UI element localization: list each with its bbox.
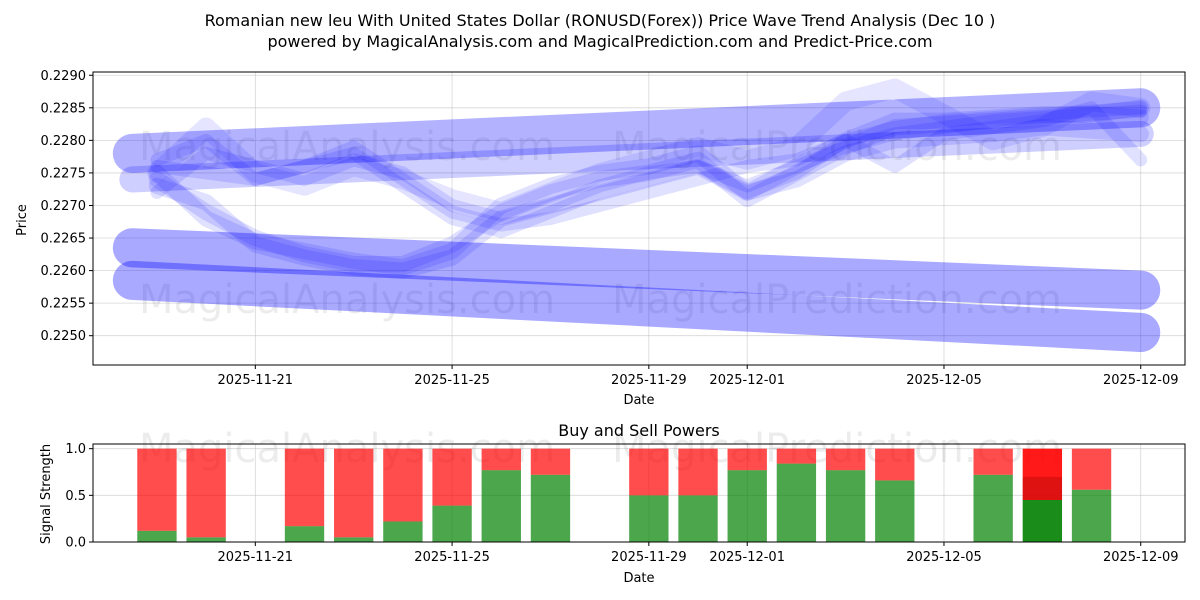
buy-bar [825,470,866,542]
sell-bar [186,448,226,538]
price-axes-frame [92,71,1186,366]
sell-bar [825,448,866,471]
sell-bar [1022,448,1063,500]
sell-bar [727,448,767,471]
price-x-tick-label: 2025-12-09 [1103,373,1179,388]
buy-bar [1022,500,1063,542]
price-x-tick-label: 2025-11-29 [611,373,687,388]
buy-bar [776,463,817,542]
sell-bar [383,448,423,522]
buy-bar [137,530,177,542]
buy-bar [530,474,571,542]
sell-bar [284,448,325,527]
powers-x-tick-label: 2025-12-09 [1103,550,1179,565]
sell-bar [776,448,817,464]
price-y-tick-label: 0.2255 [41,297,87,312]
price-y-ticks: 0.2250 0.2255 0.2260 0.2265 0.2270 0.2275 0.22… [41,69,93,344]
sell-bar [973,448,1013,475]
trend-band-4 [119,120,1154,193]
powers-x-tick-label: 2025-11-25 [414,550,490,565]
sell-bar [875,448,915,481]
powers-y-ticks: 0.0 0.5 1.0 [65,442,93,551]
price-x-tick-label: 2025-12-01 [709,373,785,388]
powers-title: Buy and Sell Powers [558,421,720,440]
wave-2-line [148,106,1149,273]
sell-bar [629,448,669,496]
price-y-tick-label: 0.2275 [41,166,87,181]
buy-bar [973,474,1013,542]
trend-band-1 [112,260,1161,352]
wave-3-line [148,99,1149,276]
price-x-tick-label: 2025-11-25 [414,373,490,388]
sell-bar [334,448,374,538]
wave-4-line [150,101,1148,232]
buy-bar [727,470,767,542]
chart-subtitle: powered by MagicalAnalysis.com and Magic… [267,32,932,51]
price-x-tick-label: 2025-11-21 [218,373,294,388]
price-y-tick-label: 0.2270 [41,199,87,214]
price-watermarks: MagicalAnalysis.com MagicalPrediction.co… [139,124,1062,323]
powers-x-tick-label: 2025-12-05 [906,550,982,565]
buy-bar [481,470,521,542]
watermark-prediction-top: MagicalPrediction.com [612,124,1062,170]
buy-bar [1071,489,1112,542]
powers-x-ticks: 2025-11-21 2025-11-25 2025-11-29 2025-12-01… [218,542,1179,565]
sell-bar [1071,448,1112,490]
wave-5-line [150,104,1148,239]
price-y-tick-label: 0.2285 [41,101,87,116]
price-y-tick-label: 0.2260 [41,264,87,279]
buy-bar [284,526,325,542]
buy-bar [383,521,423,542]
wave-6-line [150,101,1148,226]
price-x-ticks: 2025-11-21 2025-11-25 2025-11-29 2025-12-01… [218,365,1179,388]
sell-bar-overlap [1022,476,1063,500]
powers-axes-frame [92,443,1186,543]
trend-band-2 [112,228,1161,310]
buy-bar [432,505,472,542]
sell-bar [678,448,718,496]
chart-title: Romanian new leu With United States Doll… [205,11,996,30]
price-y-tick-label: 0.2290 [41,69,87,84]
price-waves [147,78,1151,279]
powers-panel: Buy and Sell Powers MagicalAnalysis.com … [39,421,1186,586]
buy-bar [334,537,374,542]
powers-x-tick-label: 2025-11-21 [218,550,294,565]
buy-bar [678,495,718,542]
watermark-prediction-mid: MagicalPrediction.com [612,277,1062,323]
price-y-tick-label: 0.2280 [41,134,87,149]
powers-y-label: Signal Strength [39,444,54,544]
trend-band-3 [112,88,1161,173]
buy-bar [186,537,226,542]
buy-bar [875,480,915,542]
powers-y-tick-label: 0.0 [65,536,86,551]
price-x-label: Date [623,393,654,408]
price-x-tick-label: 2025-12-05 [906,373,982,388]
powers-bars [137,448,1112,542]
powers-x-tick-label: 2025-11-29 [611,550,687,565]
price-bands [112,88,1161,352]
price-y-tick-label: 0.2250 [41,329,87,344]
buy-bar [629,495,669,542]
sell-bar [481,448,521,471]
price-grid [93,72,1185,365]
watermark-analysis-mid: MagicalAnalysis.com [139,277,555,323]
price-y-label: Price [15,204,30,236]
wave-1-line [148,119,1149,279]
wave-7-line [147,78,1151,222]
watermark-analysis-top: MagicalAnalysis.com [139,124,555,170]
sell-bar [530,448,571,475]
price-y-tick-label: 0.2265 [41,232,87,247]
powers-x-tick-label: 2025-12-01 [709,550,785,565]
powers-y-tick-label: 0.5 [65,489,86,504]
sell-bar [137,448,177,531]
sell-bar [432,448,472,506]
price-panel: MagicalAnalysis.com MagicalPrediction.co… [15,69,1186,408]
powers-y-tick-label: 1.0 [65,442,86,457]
powers-x-label: Date [623,571,654,586]
